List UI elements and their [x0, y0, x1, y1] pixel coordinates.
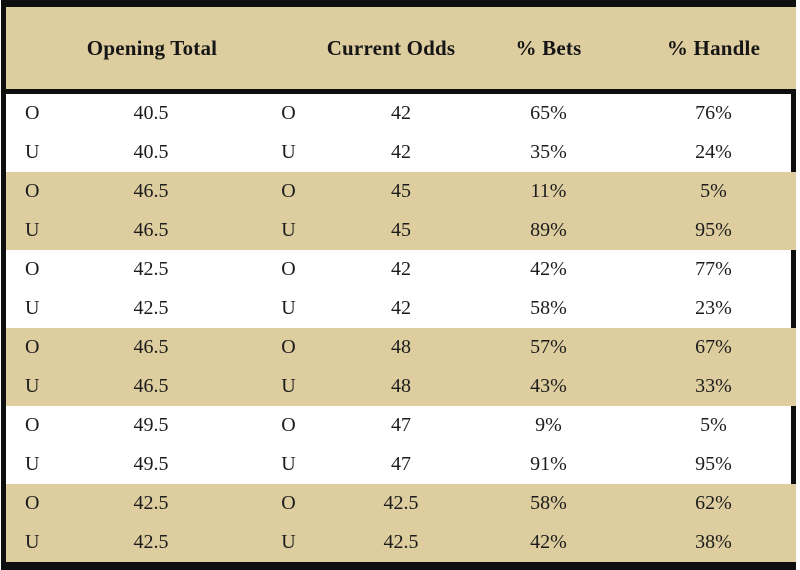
current-odds-cell: 48 [336, 328, 466, 367]
pct-bets-cell: 65% [530, 102, 567, 124]
ou-current-cell: O [241, 484, 336, 523]
table-row: U 46.5 U 45 89% 95% [6, 211, 796, 250]
ou-current-cell: U [241, 367, 336, 406]
ou-open-cell: U [25, 141, 40, 163]
pct-handle-cell: 33% [631, 367, 796, 406]
opening-total-cell: 49.5 [133, 453, 169, 475]
header-opening-total: Opening Total [6, 7, 241, 94]
table-row: U 42.5 U 42 58% 23% [6, 289, 796, 328]
opening-total-cell: 46.5 [61, 328, 241, 367]
current-odds-cell: 42 [391, 141, 411, 163]
table-row: O 40.5 O 42 65% 76% [6, 92, 796, 134]
pct-handle-cell: 23% [695, 297, 732, 319]
ou-current-cell: U [281, 297, 296, 319]
pct-bets-cell: 91% [530, 453, 567, 475]
opening-total-cell: 42.5 [133, 258, 169, 280]
ou-current-cell: U [241, 523, 336, 562]
pct-handle-cell: 38% [631, 523, 796, 562]
ou-open-cell: O [6, 484, 61, 523]
pct-handle-cell: 95% [695, 453, 732, 475]
table-row: O 49.5 O 47 9% 5% [6, 406, 796, 445]
ou-current-cell: O [281, 414, 296, 436]
pct-handle-cell: 76% [695, 102, 732, 124]
ou-current-cell: U [281, 453, 296, 475]
table-row: U 49.5 U 47 91% 95% [6, 445, 796, 484]
opening-total-cell: 46.5 [61, 172, 241, 211]
opening-total-cell: 42.5 [61, 523, 241, 562]
header-pct-bets: % Bets [466, 7, 631, 94]
current-odds-cell: 48 [336, 367, 466, 406]
ou-open-cell: O [25, 414, 40, 436]
header-current-odds: Current Odds [241, 7, 466, 94]
opening-total-cell: 42.5 [133, 297, 169, 319]
pct-handle-cell: 5% [700, 414, 727, 436]
current-odds-cell: 47 [391, 414, 411, 436]
ou-open-cell: O [6, 328, 61, 367]
ou-current-cell: O [281, 258, 296, 280]
ou-current-cell: O [281, 102, 296, 124]
odds-table: Opening Total Current Odds % Bets % Hand… [6, 7, 796, 562]
ou-open-cell: U [25, 453, 40, 475]
current-odds-cell: 42 [391, 258, 411, 280]
ou-open-cell: O [6, 172, 61, 211]
pct-handle-cell: 77% [695, 258, 732, 280]
table-row: O 42.5 O 42.5 58% 62% [6, 484, 796, 523]
pct-bets-cell: 9% [535, 414, 562, 436]
table-row: U 40.5 U 42 35% 24% [6, 133, 796, 172]
current-odds-cell: 45 [336, 211, 466, 250]
pct-bets-cell: 89% [466, 211, 631, 250]
table-row: O 46.5 O 45 11% 5% [6, 172, 796, 211]
pct-bets-cell: 58% [466, 484, 631, 523]
current-odds-cell: 42 [391, 297, 411, 319]
opening-total-cell: 46.5 [61, 211, 241, 250]
table-body: O 40.5 O 42 65% 76% U 40.5 U 42 35% 24% … [6, 92, 796, 562]
pct-handle-cell: 67% [631, 328, 796, 367]
header-row: Opening Total Current Odds % Bets % Hand… [6, 7, 796, 94]
pct-bets-cell: 57% [466, 328, 631, 367]
current-odds-cell: 47 [391, 453, 411, 475]
ou-current-cell: U [281, 141, 296, 163]
pct-bets-cell: 58% [530, 297, 567, 319]
current-odds-cell: 42.5 [336, 484, 466, 523]
ou-current-cell: O [241, 328, 336, 367]
pct-bets-cell: 42% [530, 258, 567, 280]
header-pct-handle: % Handle [631, 7, 796, 94]
table-row: O 46.5 O 48 57% 67% [6, 328, 796, 367]
pct-bets-cell: 43% [466, 367, 631, 406]
ou-current-cell: U [241, 211, 336, 250]
ou-open-cell: U [6, 523, 61, 562]
pct-handle-cell: 95% [631, 211, 796, 250]
ou-open-cell: U [6, 211, 61, 250]
table-header: Opening Total Current Odds % Bets % Hand… [6, 7, 796, 94]
pct-handle-cell: 24% [695, 141, 732, 163]
opening-total-cell: 42.5 [61, 484, 241, 523]
pct-handle-cell: 62% [631, 484, 796, 523]
ou-open-cell: U [25, 297, 40, 319]
pct-handle-cell: 5% [631, 172, 796, 211]
table-row: U 46.5 U 48 43% 33% [6, 367, 796, 406]
ou-open-cell: U [6, 367, 61, 406]
current-odds-cell: 42.5 [336, 523, 466, 562]
opening-total-cell: 40.5 [133, 102, 169, 124]
table-row: U 42.5 U 42.5 42% 38% [6, 523, 796, 562]
opening-total-cell: 49.5 [133, 414, 169, 436]
current-odds-cell: 42 [391, 102, 411, 124]
pct-bets-cell: 35% [530, 141, 567, 163]
pct-bets-cell: 42% [466, 523, 631, 562]
pct-bets-cell: 11% [466, 172, 631, 211]
ou-current-cell: O [241, 172, 336, 211]
table-row: O 42.5 O 42 42% 77% [6, 250, 796, 289]
ou-open-cell: O [25, 102, 40, 124]
opening-total-cell: 46.5 [61, 367, 241, 406]
ou-open-cell: O [25, 258, 40, 280]
opening-total-cell: 40.5 [133, 141, 169, 163]
current-odds-cell: 45 [336, 172, 466, 211]
